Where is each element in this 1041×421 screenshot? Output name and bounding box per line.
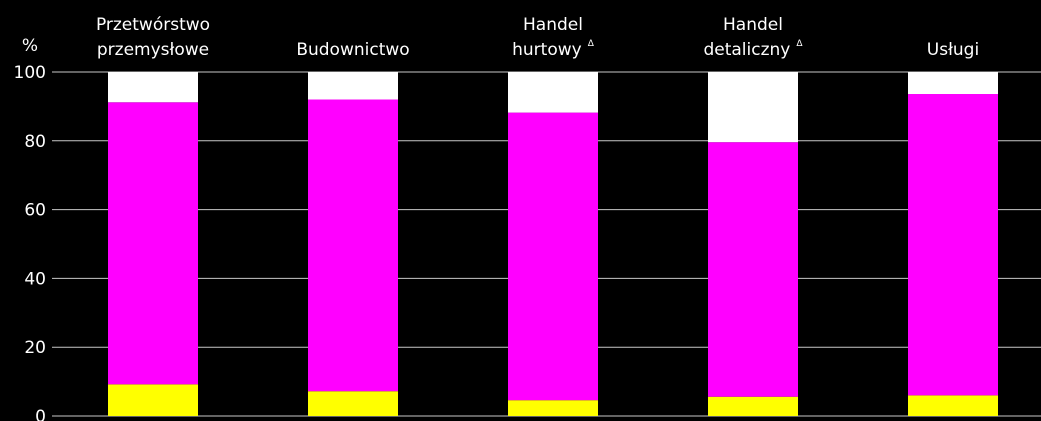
bars bbox=[108, 72, 998, 416]
bar-segment bbox=[908, 395, 998, 416]
bar-segment bbox=[308, 72, 398, 100]
y-axis-tick-labels: 0 20 40 60 80 100 bbox=[14, 63, 46, 421]
bar-segment bbox=[108, 72, 198, 103]
category-label: Budownictwo bbox=[296, 40, 409, 60]
y-tick-label: 60 bbox=[24, 201, 46, 221]
bar-segment bbox=[508, 72, 598, 113]
y-tick-label: 100 bbox=[14, 63, 46, 83]
bar-segment bbox=[708, 396, 798, 416]
y-tick-label: 0 bbox=[35, 407, 46, 421]
bar-segment bbox=[908, 94, 998, 396]
y-axis-unit-label: % bbox=[22, 36, 38, 56]
category-label: hurtowy Δ bbox=[512, 39, 595, 60]
footnote-mark: Δ bbox=[796, 39, 803, 49]
y-tick-label: 20 bbox=[24, 338, 46, 358]
bar-segment bbox=[308, 391, 398, 416]
bar-segment bbox=[108, 102, 198, 385]
bar-segment bbox=[508, 400, 598, 416]
bar-segment bbox=[708, 72, 798, 143]
y-tick-label: 40 bbox=[24, 269, 46, 289]
category-labels: Przetwórstwo przemysłowe Budownictwo Handel… bbox=[96, 15, 979, 60]
bar-segment bbox=[108, 384, 198, 416]
category-label: Handel bbox=[523, 15, 583, 35]
bar-segment bbox=[508, 112, 598, 401]
bar-segment bbox=[308, 99, 398, 392]
bar-segment bbox=[908, 72, 998, 95]
y-tick-label: 80 bbox=[24, 132, 46, 152]
category-label: przemysłowe bbox=[97, 40, 209, 60]
category-label: detaliczny Δ bbox=[703, 39, 803, 60]
category-label: Usługi bbox=[927, 40, 979, 60]
category-label: Przetwórstwo bbox=[96, 15, 210, 35]
footnote-mark: Δ bbox=[588, 39, 595, 49]
bar-segment bbox=[708, 142, 798, 397]
category-label: Handel bbox=[723, 15, 783, 35]
